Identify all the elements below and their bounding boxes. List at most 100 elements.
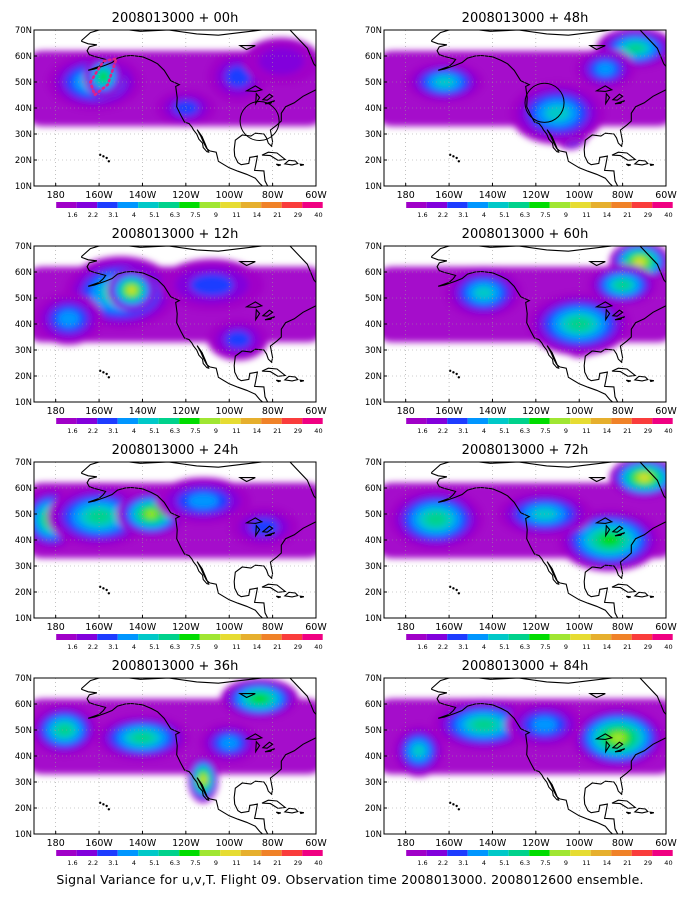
hawaii-island: [107, 160, 111, 163]
colorbar-swatch: [611, 850, 632, 856]
field-contour: [627, 43, 645, 53]
x-tick-label: 60W: [305, 838, 327, 849]
hawaii-island: [448, 369, 452, 372]
colorbar-level-label: 29: [294, 427, 302, 435]
colorbar-level-label: 7.5: [190, 211, 200, 219]
map-area: [34, 30, 316, 186]
coastline-island: [649, 163, 655, 167]
coastline-lake: [605, 524, 611, 538]
colorbar-level-label: 29: [644, 427, 652, 435]
y-tick-label: 10N: [365, 614, 382, 624]
x-tick-label: 120W: [522, 838, 550, 849]
colorbar-level-label: 2.2: [438, 859, 448, 867]
x-tick-label: 100W: [215, 622, 243, 633]
colorbar-swatch: [529, 418, 550, 424]
colorbar-swatch: [447, 850, 468, 856]
colorbar-level-label: 11: [582, 427, 590, 435]
colorbar-swatch: [570, 634, 591, 640]
y-tick-label: 70N: [15, 26, 32, 36]
x-axis: 180 160W 140W 120W 100W 80W 60W: [397, 615, 677, 633]
colorbar-level-label: 40: [664, 211, 672, 219]
map-panel: 2008013000 + 60h 10N 20N 30N 40N 50N 60N 70N 180…: [365, 227, 678, 435]
x-tick-label: 80W: [612, 406, 634, 417]
colorbar-level-label: 9: [214, 643, 218, 651]
colorbar-level-label: 4: [132, 211, 136, 219]
target-circle: [239, 100, 280, 142]
y-tick-label: 60N: [365, 700, 382, 710]
coastline-lake: [261, 741, 274, 749]
x-tick-label: 60W: [655, 838, 677, 849]
x-tick-label: 180: [47, 190, 65, 201]
colorbar-level-label: 7.5: [190, 427, 200, 435]
x-tick-label: 100W: [565, 622, 593, 633]
colorbar-swatch: [406, 850, 427, 856]
colorbar-swatch: [631, 418, 653, 424]
variance-field: [34, 37, 316, 127]
colorbar-level-label: 11: [232, 211, 240, 219]
x-axis: 180 160W 140W 120W 100W 80W 60W: [397, 399, 677, 417]
y-tick-label: 20N: [15, 804, 32, 814]
field-contour: [87, 509, 111, 524]
y-tick-label: 30N: [15, 130, 32, 140]
colorbar-swatch: [220, 418, 241, 424]
hawaii-island: [102, 371, 105, 374]
x-tick-label: 180: [47, 838, 65, 849]
colorbar-swatch: [220, 850, 241, 856]
colorbar-swatch: [240, 418, 262, 424]
coastline-island: [633, 375, 649, 382]
colorbar-swatch: [261, 634, 282, 640]
colorbar-swatch: [179, 202, 200, 208]
colorbar-level-label: 40: [314, 643, 322, 651]
coastline-lake: [244, 85, 264, 92]
colorbar-swatch: [508, 634, 530, 640]
colorbar-swatch: [240, 634, 262, 640]
colorbar-swatch: [631, 850, 653, 856]
y-tick-label: 20N: [365, 156, 382, 166]
colorbar-swatch: [549, 850, 571, 856]
x-tick-label: 100W: [215, 838, 243, 849]
hawaii-island: [457, 376, 461, 379]
x-tick-label: 160W: [85, 190, 113, 201]
colorbar-level-label: 5.1: [499, 643, 509, 651]
colorbar-level-label: 14: [603, 859, 611, 867]
x-tick-label: 80W: [262, 838, 284, 849]
hawaii-island: [105, 804, 108, 808]
field-contour: [258, 47, 305, 75]
coastline-north-america: [431, 30, 666, 186]
colorbar-level-label: 6.3: [520, 427, 530, 435]
colorbar-swatch: [138, 634, 159, 640]
colorbar-level-label: 2.2: [438, 643, 448, 651]
panel-title: 2008013000 + 48h: [462, 11, 589, 26]
coastline-lake: [244, 517, 264, 524]
colorbar-level-label: 5.1: [149, 211, 159, 219]
y-axis: 10N 20N 30N 40N 50N 60N 70N: [365, 242, 387, 408]
colorbar-swatch: [138, 202, 159, 208]
y-tick-label: 60N: [15, 700, 32, 710]
y-tick-label: 70N: [365, 26, 382, 36]
colorbar-level-label: 1.6: [67, 859, 77, 867]
colorbar-level-label: 21: [623, 643, 631, 651]
colorbar-swatch: [652, 850, 673, 856]
x-tick-label: 140W: [129, 622, 157, 633]
colorbar-level-label: 14: [603, 643, 611, 651]
y-tick-label: 60N: [15, 268, 32, 278]
y-axis: 10N 20N 30N 40N 50N 60N 70N: [365, 26, 387, 192]
colorbar-swatch: [56, 418, 77, 424]
colorbar-swatch: [117, 634, 139, 640]
colorbar-swatch: [406, 634, 427, 640]
field-contour: [545, 105, 570, 122]
coastline-lake: [611, 93, 624, 101]
map-area: [34, 678, 316, 834]
coastlines: [81, 678, 316, 834]
x-tick-label: 120W: [172, 406, 200, 417]
colorbar-swatch: [76, 418, 98, 424]
map-panel: 2008013000 + 72h 10N 20N 30N 40N 50N 60N 70N 180…: [365, 443, 678, 651]
hawaii-island: [457, 592, 461, 595]
field-contour: [567, 317, 591, 331]
coastline-island: [261, 583, 287, 593]
colorbar-swatch: [488, 418, 509, 424]
colorbar-swatch: [467, 634, 489, 640]
field-contour: [635, 258, 645, 265]
colorbar-level-label: 11: [232, 427, 240, 435]
x-tick-label: 120W: [172, 190, 200, 201]
